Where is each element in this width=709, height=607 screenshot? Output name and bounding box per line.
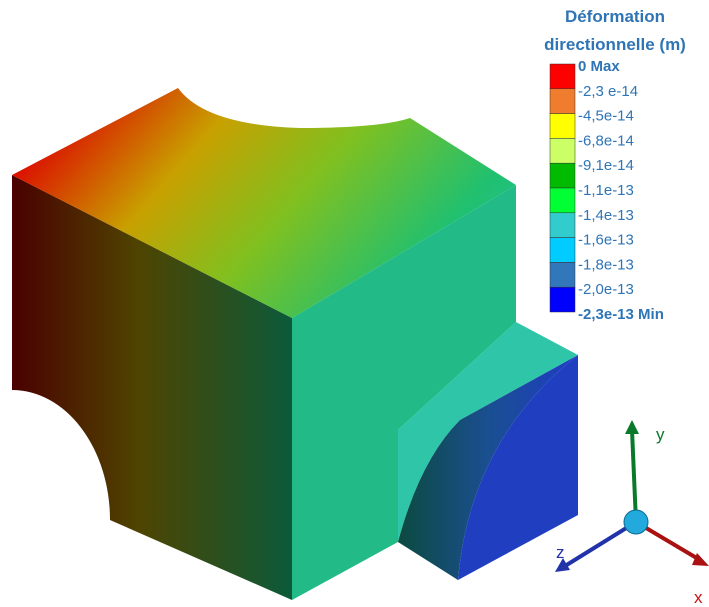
legend-label: -9,1e-14 <box>578 157 634 174</box>
x-label: x <box>694 588 703 607</box>
legend-swatch <box>549 286 576 313</box>
end-face <box>458 355 578 580</box>
legend-label: -1,4e-13 <box>578 207 634 224</box>
legend-label: -1,8e-13 <box>578 256 634 273</box>
legend-swatch <box>549 187 576 214</box>
legend-label: -6,8e-14 <box>578 132 634 149</box>
right-face <box>292 185 516 600</box>
legend-swatch <box>549 63 576 90</box>
x-arrow-head <box>692 553 709 566</box>
triad-center <box>623 509 649 535</box>
legend-label: -4,5e-14 <box>578 108 634 125</box>
y-label: y <box>656 425 665 444</box>
legend-swatch <box>549 262 576 288</box>
z-arrow-head <box>555 558 570 572</box>
step-face <box>398 322 578 542</box>
axis-triad: y z x <box>555 420 709 607</box>
legend-swatch <box>549 212 576 238</box>
y-arrow-head <box>625 420 639 434</box>
z-arrow <box>563 520 638 568</box>
legend-label: -2,3 e-14 <box>578 83 638 100</box>
legend-swatch <box>549 162 576 189</box>
legend-label: 0 Max <box>578 58 620 75</box>
legend-label: -1,6e-13 <box>578 232 634 249</box>
legend-label: -1,1e-13 <box>578 182 634 199</box>
top-face <box>12 88 516 318</box>
y-arrow <box>630 429 638 523</box>
legend-label: -2,3e-13 Min <box>578 306 664 323</box>
legend-swatch <box>549 138 576 164</box>
legend-swatch <box>549 113 576 139</box>
legend-swatch <box>549 88 576 114</box>
z-label: z <box>556 543 565 562</box>
model <box>12 88 578 600</box>
legend: Déformation directionnelle (m) 0 Max -2,3… <box>544 7 686 323</box>
cylinder-face <box>398 355 578 580</box>
left-face <box>12 175 292 600</box>
legend-title: Déformation <box>565 7 665 26</box>
legend-title: directionnelle (m) <box>544 35 686 54</box>
legend-swatch <box>549 237 576 263</box>
legend-label: -2,0e-13 <box>578 281 634 298</box>
